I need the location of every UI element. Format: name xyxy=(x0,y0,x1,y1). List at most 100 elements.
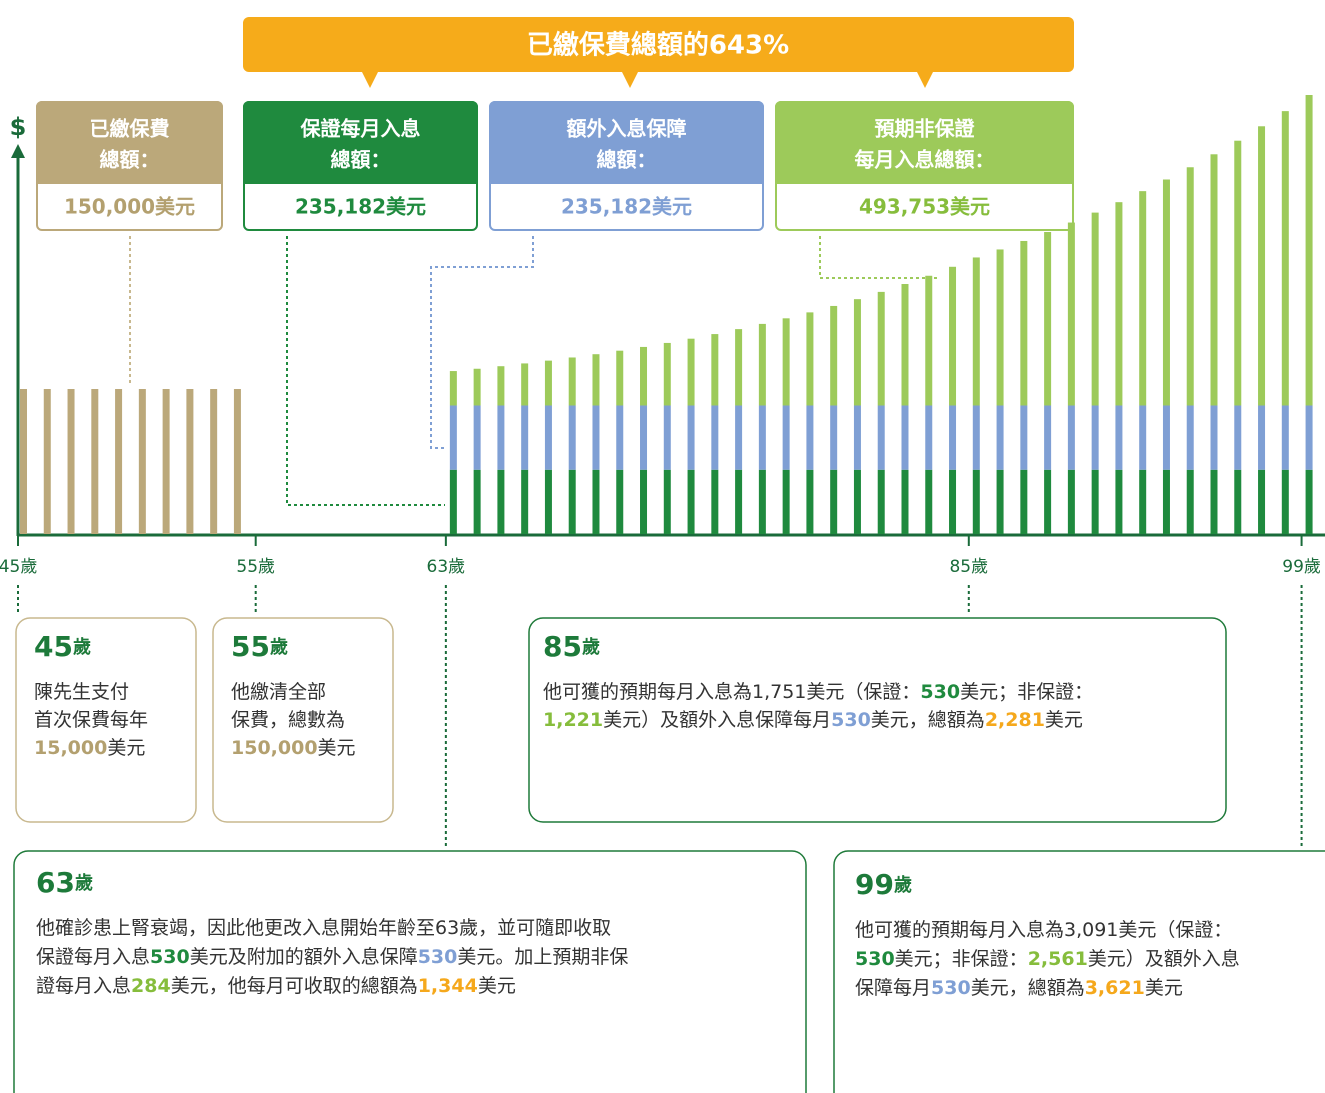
income-bar-segment xyxy=(925,469,933,534)
income-bar-segment xyxy=(640,346,648,406)
income-bar-segment xyxy=(782,405,790,470)
income-bar-segment xyxy=(1139,469,1147,534)
callout-text: 美元。加上預期非保 xyxy=(457,946,628,968)
x-tick-label: 55歲 xyxy=(236,557,275,577)
income-bar-segment xyxy=(1044,405,1052,470)
income-bar-segment xyxy=(592,469,600,534)
income-bar-segment xyxy=(592,405,600,470)
callout-text: 美元及附加的額外入息保障 xyxy=(190,946,418,968)
income-bar-segment xyxy=(972,469,980,534)
income-bar-segment xyxy=(1020,405,1028,470)
income-bar-segment xyxy=(1044,231,1052,406)
connector xyxy=(819,236,940,279)
income-bar-segment xyxy=(449,371,457,406)
callout-text: 他可獲的預期每月入息為1,751美元（保證： xyxy=(543,681,920,703)
income-bar-segment xyxy=(877,469,885,534)
callout-text: 3,621 xyxy=(1085,977,1145,999)
income-bar-segment xyxy=(1020,469,1028,534)
income-bar-segment xyxy=(1091,212,1099,406)
callout-line: 他確診患上腎衰竭，因此他更改入息開始年齡至63歲，並可隨即收取 xyxy=(36,917,611,939)
income-bar-segment xyxy=(1210,405,1218,470)
summary-box-title: 每月入息總額： xyxy=(855,148,995,172)
income-bar-segment xyxy=(616,405,624,470)
callout-text: 美元 xyxy=(107,737,145,759)
income-bar-segment xyxy=(853,469,861,534)
income-bar-segment xyxy=(1210,469,1218,534)
income-bar-segment xyxy=(663,342,671,406)
income-bar-segment xyxy=(949,266,957,406)
premium-bar xyxy=(210,389,218,534)
premium-bar xyxy=(138,389,146,534)
income-bar-segment xyxy=(1115,405,1123,470)
connector xyxy=(430,236,534,449)
summary-box-title: 額外入息保障 xyxy=(566,117,687,141)
banner-pointer xyxy=(362,72,378,88)
callout-box xyxy=(212,617,394,823)
income-bar-segment xyxy=(830,405,838,470)
x-tick-label: 99歲 xyxy=(1282,557,1321,577)
x-tick-label: 45歲 xyxy=(0,557,37,577)
callout-line: 15,000美元 xyxy=(34,737,145,759)
income-bar-segment xyxy=(521,469,529,534)
income-bar-segment xyxy=(1305,95,1313,406)
income-bar-segment xyxy=(1067,405,1075,470)
banner-pointer xyxy=(622,72,638,88)
income-bar-segment xyxy=(735,469,743,534)
income-bar-segment xyxy=(449,405,457,470)
income-bar-segment xyxy=(497,366,505,406)
income-bar-segment xyxy=(1281,405,1289,470)
income-bar-segment xyxy=(640,405,648,470)
callout-text: 美元，總額為 xyxy=(871,709,985,731)
income-bar-segment xyxy=(901,405,909,470)
income-bar-segment xyxy=(640,469,648,534)
callout-line: 保障每月530美元，總額為3,621美元 xyxy=(855,977,1183,999)
income-bar-segment xyxy=(687,469,695,534)
income-bar-segment xyxy=(1067,469,1075,534)
callout-age-unit: 歲 xyxy=(894,874,912,896)
income-bar-segment xyxy=(1234,140,1242,406)
callout-text: 證每月入息 xyxy=(36,975,131,997)
summary-box-title: 預期非保證 xyxy=(875,117,976,141)
premium-bar xyxy=(233,389,241,534)
income-bar-segment xyxy=(972,405,980,470)
income-bar-segment xyxy=(711,334,719,406)
income-bar-segment xyxy=(996,405,1004,470)
income-bar-segment xyxy=(972,257,980,406)
income-bar-segment xyxy=(925,275,933,406)
summary-box-amount: 493,753美元 xyxy=(859,195,990,219)
callout-text: 530 xyxy=(831,709,871,731)
income-bar-segment xyxy=(616,469,624,534)
callout-line: 保證每月入息530美元及附加的額外入息保障530美元。加上預期非保 xyxy=(36,946,628,968)
summary-box-title: 保證每月入息 xyxy=(300,117,421,141)
callout-heading: 99歲 xyxy=(855,868,912,901)
banner-pointer xyxy=(917,72,933,88)
callout-text: 陳先生支付 xyxy=(34,681,129,703)
income-bar-segment xyxy=(1186,469,1194,534)
callout-text: 美元 xyxy=(1145,977,1183,999)
callout-text: 530 xyxy=(920,681,960,703)
income-bar-segment xyxy=(877,291,885,406)
callout-text: 530 xyxy=(418,946,458,968)
callout-text: 保障每月 xyxy=(855,977,931,999)
income-bar-segment xyxy=(1281,111,1289,406)
callout-line: 他可獲的預期每月入息為1,751美元（保證：530美元；非保證： xyxy=(543,681,1093,703)
callout-age-unit: 歲 xyxy=(582,636,600,658)
x-tick-label: 63歲 xyxy=(427,557,466,577)
income-bar-segment xyxy=(782,469,790,534)
income-bar-segment xyxy=(949,469,957,534)
y-axis-arrow xyxy=(11,144,25,158)
income-bar-segment xyxy=(925,405,933,470)
callout-text: 他確診患上腎衰竭，因此他更改入息開始年齡至63歲，並可隨即收取 xyxy=(36,917,611,939)
callout-text: 美元；非保證： xyxy=(895,948,1028,970)
x-tick-label: 85歲 xyxy=(949,557,988,577)
premium-bar xyxy=(91,389,99,534)
summary-box-header xyxy=(775,101,1074,184)
callout-text: 美元）及額外入息 xyxy=(1088,948,1240,970)
income-bar-segment xyxy=(806,469,814,534)
summary-box-amount: 235,182美元 xyxy=(561,195,692,219)
callout-line: 首次保費每年 xyxy=(34,709,148,731)
callout-line: 證每月入息284美元，他每月可收取的總額為1,344美元 xyxy=(36,975,516,997)
premium-bar xyxy=(186,389,194,534)
